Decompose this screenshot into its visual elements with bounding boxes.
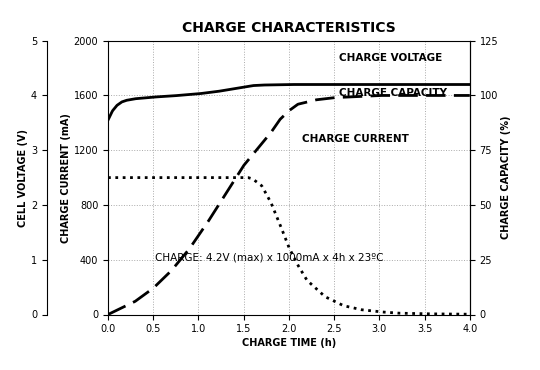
Text: CHARGE VOLTAGE: CHARGE VOLTAGE [339,54,442,64]
Text: CHARGE CAPACITY: CHARGE CAPACITY [339,88,447,98]
X-axis label: CHARGE TIME (h): CHARGE TIME (h) [242,339,336,349]
Text: CHARGE CURRENT: CHARGE CURRENT [302,134,409,144]
Title: CHARGE CHARACTERISTICS: CHARGE CHARACTERISTICS [182,21,396,36]
Text: CHARGE: 4.2V (max) x 1000mA x 4h x 23ºC: CHARGE: 4.2V (max) x 1000mA x 4h x 23ºC [155,252,383,262]
Y-axis label: CHARGE CAPACITY (%): CHARGE CAPACITY (%) [501,116,511,239]
Y-axis label: CELL VOLTAGE (V): CELL VOLTAGE (V) [18,129,28,226]
Y-axis label: CHARGE CURRENT (mA): CHARGE CURRENT (mA) [61,112,71,243]
